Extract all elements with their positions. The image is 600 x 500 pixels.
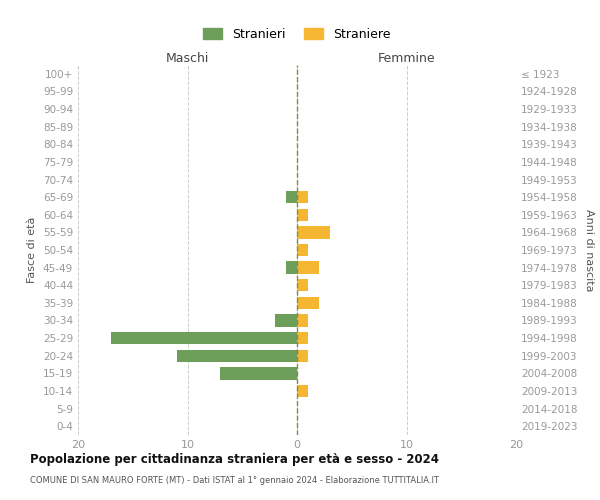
Legend: Stranieri, Straniere: Stranieri, Straniere (199, 23, 395, 46)
Text: COMUNE DI SAN MAURO FORTE (MT) - Dati ISTAT al 1° gennaio 2024 - Elaborazione TU: COMUNE DI SAN MAURO FORTE (MT) - Dati IS… (30, 476, 439, 485)
Bar (286, 262, 297, 274)
Bar (297, 191, 308, 203)
Bar (297, 350, 308, 362)
Bar (111, 332, 297, 344)
Text: Maschi: Maschi (166, 52, 209, 65)
Bar (297, 296, 319, 309)
Bar (297, 262, 319, 274)
Bar (297, 244, 308, 256)
Text: Popolazione per cittadinanza straniera per età e sesso - 2024: Popolazione per cittadinanza straniera p… (30, 452, 439, 466)
Y-axis label: Anni di nascita: Anni di nascita (584, 209, 594, 291)
Bar (297, 208, 308, 221)
Bar (176, 350, 297, 362)
Text: Femmine: Femmine (377, 52, 436, 65)
Bar (297, 332, 308, 344)
Bar (297, 226, 330, 238)
Bar (220, 367, 297, 380)
Bar (297, 279, 308, 291)
Bar (286, 191, 297, 203)
Y-axis label: Fasce di età: Fasce di età (28, 217, 37, 283)
Bar (297, 314, 308, 326)
Bar (275, 314, 297, 326)
Bar (297, 385, 308, 397)
